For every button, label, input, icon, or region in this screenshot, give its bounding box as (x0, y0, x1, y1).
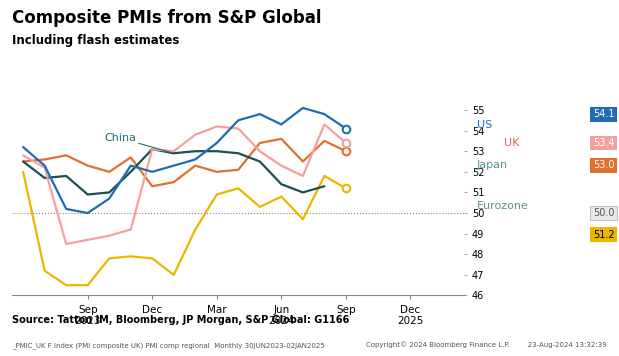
Text: Source: Tatton IM, Bloomberg, JP Morgan, S&P Global: G1166: Source: Tatton IM, Bloomberg, JP Morgan,… (12, 315, 350, 325)
Text: 53.0: 53.0 (593, 161, 614, 171)
Text: UK: UK (504, 138, 520, 148)
Text: 54.1: 54.1 (593, 109, 614, 119)
Text: _PMIC_UK F Index (PMI composite UK) PMI comp regional  Monthly 30JUN2023-02JAN20: _PMIC_UK F Index (PMI composite UK) PMI … (12, 342, 325, 349)
Text: Copyright© 2024 Bloomberg Finance L.P.        23-Aug-2024 13:32:39: Copyright© 2024 Bloomberg Finance L.P. 2… (366, 342, 607, 349)
Text: 51.2: 51.2 (593, 230, 614, 240)
Text: Japan: Japan (477, 161, 508, 171)
Text: 50.0: 50.0 (593, 208, 614, 218)
Text: Eurozone: Eurozone (477, 201, 529, 211)
Text: Composite PMIs from S&P Global: Composite PMIs from S&P Global (12, 9, 322, 27)
Text: Including flash estimates: Including flash estimates (12, 34, 180, 47)
Text: 53.4: 53.4 (593, 138, 614, 148)
Text: China: China (104, 133, 171, 152)
Text: US: US (477, 120, 492, 130)
